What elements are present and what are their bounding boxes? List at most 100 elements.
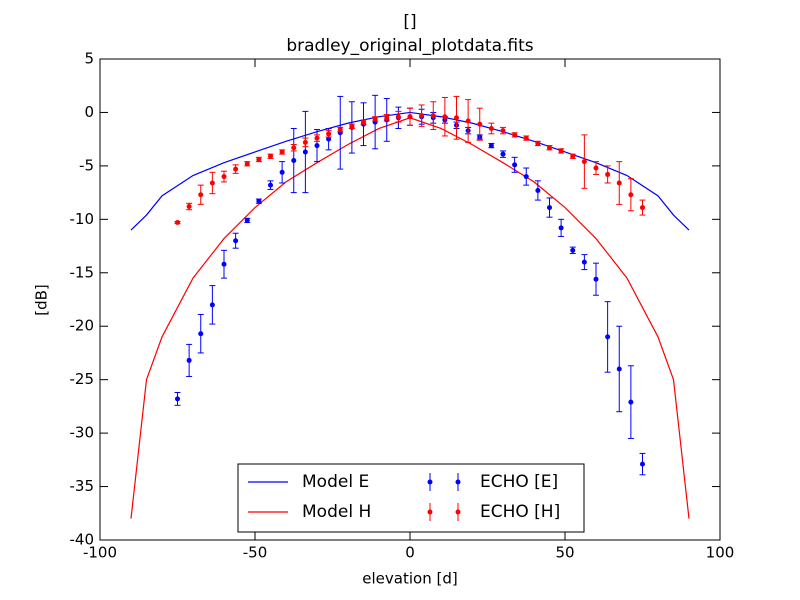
error-point (407, 107, 413, 126)
error-part (407, 114, 413, 120)
error-part (616, 180, 622, 186)
error-point (418, 104, 425, 127)
error-point (186, 343, 193, 377)
error-part (372, 116, 378, 122)
error-part (488, 125, 494, 131)
error-part (640, 461, 645, 467)
error-point (523, 167, 530, 186)
error-part (581, 159, 587, 165)
error-point (244, 161, 251, 167)
error-point (360, 119, 367, 125)
legend-dot (427, 479, 433, 485)
error-part (477, 121, 483, 127)
error-point (209, 171, 216, 195)
chart-subtitle: bradley_original_plotdata.fits (286, 36, 533, 56)
x-tick-label: 0 (405, 544, 415, 562)
error-point (488, 142, 495, 149)
error-part (291, 145, 297, 151)
error-part (640, 205, 645, 211)
error-point (546, 145, 553, 151)
error-part (244, 217, 250, 223)
error-part (209, 302, 215, 308)
error-point (197, 313, 204, 354)
error-part (186, 357, 192, 363)
error-part (558, 148, 564, 154)
legend (237, 463, 585, 533)
error-point (488, 122, 495, 135)
error-point (348, 123, 355, 129)
error-point (500, 150, 506, 158)
error-part (547, 145, 552, 151)
error-part (198, 192, 204, 198)
error-point (232, 232, 239, 249)
error-part (175, 396, 180, 402)
error-part (384, 115, 390, 121)
error-point (290, 144, 297, 152)
error-part (570, 153, 576, 159)
error-part (500, 151, 506, 157)
error-part (326, 136, 332, 142)
legend-dot (455, 509, 461, 515)
error-point (581, 254, 588, 271)
x-tick-label: 100 (706, 544, 735, 562)
error-point (569, 153, 576, 159)
error-point (604, 301, 611, 373)
error-point (430, 101, 437, 131)
error-point (593, 262, 599, 296)
error-point (511, 156, 518, 173)
error-point (290, 127, 297, 194)
legend-label: ECHO [E] (480, 472, 558, 492)
x-axis-label: elevation [d] (362, 570, 457, 588)
error-part (256, 156, 262, 162)
error-part (616, 366, 622, 372)
error-point (476, 107, 483, 141)
error-point (244, 217, 251, 224)
error-point (534, 180, 541, 201)
legend-dot (455, 479, 461, 485)
error-point (267, 180, 274, 190)
error-part (221, 261, 227, 267)
error-point (221, 170, 227, 183)
error-point (511, 132, 518, 138)
y-tick-label: -35 (70, 477, 95, 495)
error-part (605, 171, 611, 177)
error-point (453, 95, 460, 140)
error-point (523, 135, 530, 141)
error-point (302, 137, 309, 148)
error-part (442, 114, 448, 120)
error-part (326, 131, 332, 137)
error-point (267, 153, 274, 159)
error-part (628, 192, 634, 198)
error-point (372, 116, 379, 122)
error-point (604, 165, 611, 184)
error-part (465, 118, 471, 124)
error-part (279, 149, 285, 155)
y-tick-label: -20 (70, 317, 95, 335)
y-tick-label: -5 (79, 156, 94, 174)
legend-label: Model E (302, 472, 369, 492)
error-point (616, 325, 623, 413)
error-part (361, 119, 366, 125)
error-part (454, 115, 459, 121)
error-point (639, 452, 646, 476)
error-point (186, 202, 193, 211)
error-part (593, 276, 599, 282)
error-point (639, 199, 646, 216)
error-point (337, 126, 344, 133)
error-part (233, 166, 239, 172)
error-point (197, 184, 204, 205)
error-part (628, 399, 634, 405)
error-point (500, 126, 506, 135)
error-part (605, 334, 611, 340)
error-point (221, 249, 227, 279)
error-part (500, 128, 506, 134)
error-point (581, 134, 588, 189)
chart-title: [] (403, 12, 416, 32)
error-part (268, 182, 273, 188)
error-part (558, 225, 564, 231)
error-point (209, 285, 216, 325)
error-part (349, 123, 355, 129)
error-part (337, 127, 343, 133)
error-part (209, 180, 215, 186)
error-part (430, 113, 436, 119)
